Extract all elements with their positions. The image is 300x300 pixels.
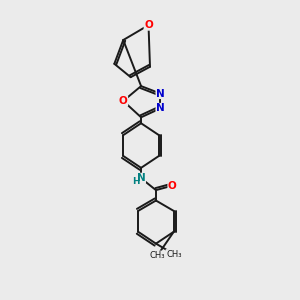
Text: N: N: [137, 173, 146, 183]
Text: N: N: [156, 88, 165, 98]
Text: O: O: [144, 20, 153, 30]
Text: O: O: [168, 181, 177, 191]
Text: O: O: [119, 96, 128, 106]
Text: CH₃: CH₃: [166, 250, 182, 259]
Text: N: N: [156, 103, 165, 113]
Text: H: H: [132, 177, 140, 186]
Text: CH₃: CH₃: [150, 251, 165, 260]
